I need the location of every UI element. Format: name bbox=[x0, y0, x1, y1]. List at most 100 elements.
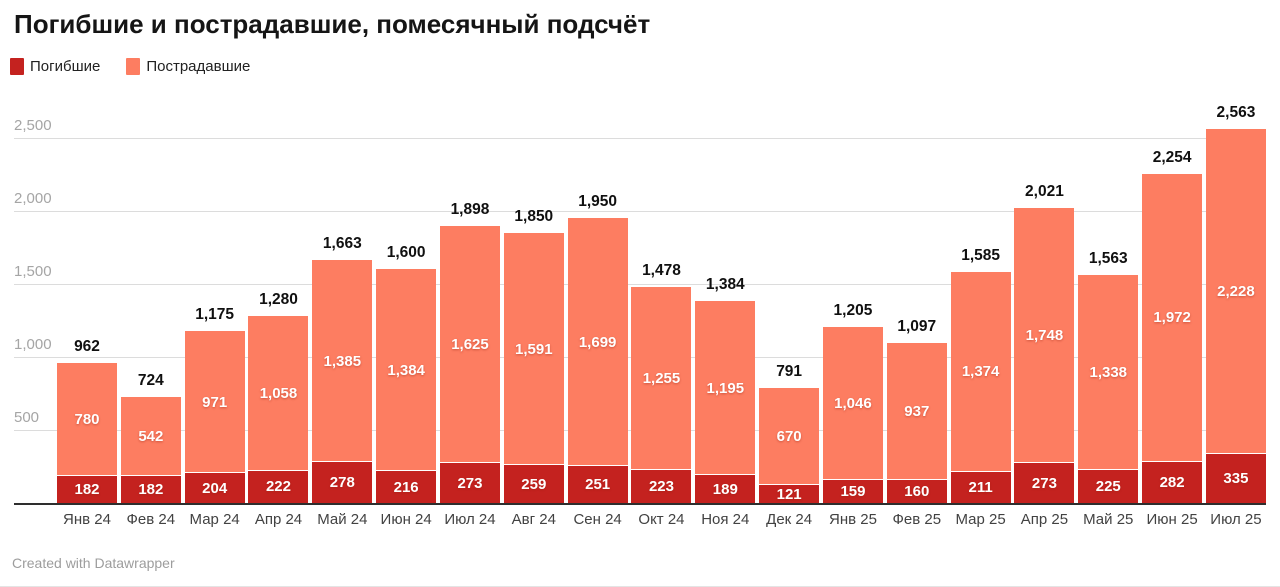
x-axis-month-label: Апр 24 bbox=[254, 511, 303, 528]
bar-segment-injured[interactable] bbox=[1078, 274, 1139, 471]
x-axis-month-label: Июн 25 bbox=[1146, 511, 1198, 528]
total-value-label: 1,280 bbox=[259, 291, 298, 309]
bar-segment-injured[interactable] bbox=[695, 300, 756, 476]
y-axis-tick-label: 2,500 bbox=[14, 117, 52, 134]
bar-segment-dead[interactable] bbox=[1014, 463, 1075, 503]
dead-value-label: 189 bbox=[712, 480, 738, 498]
injured-value-label: 1,384 bbox=[387, 361, 425, 379]
total-value-label: 2,021 bbox=[1025, 182, 1064, 200]
bar-segment-injured[interactable] bbox=[248, 316, 309, 471]
x-axis-month-label: Янв 24 bbox=[63, 511, 111, 528]
bar-segment-injured[interactable] bbox=[503, 232, 564, 466]
y-axis-tick-label: 500 bbox=[14, 409, 40, 426]
injured-value-label: 780 bbox=[74, 410, 100, 428]
total-value-label: 1,850 bbox=[514, 207, 554, 225]
dead-value-label: 259 bbox=[521, 475, 547, 493]
injured-value-label: 1,972 bbox=[1153, 309, 1191, 327]
total-value-label: 2,563 bbox=[1216, 103, 1256, 121]
bar-segment-dead[interactable] bbox=[184, 473, 245, 503]
dead-value-label: 222 bbox=[265, 478, 291, 496]
injured-value-label: 1,058 bbox=[259, 384, 298, 402]
bar-segment-injured[interactable] bbox=[57, 362, 117, 477]
bar-segment-dead[interactable] bbox=[376, 471, 437, 503]
dead-value-label: 282 bbox=[1159, 473, 1185, 491]
x-axis-month-label: Окт 24 bbox=[638, 511, 685, 528]
bar-segment-dead[interactable] bbox=[695, 475, 756, 503]
bar-segment-injured[interactable] bbox=[886, 342, 947, 480]
injured-value-label: 937 bbox=[904, 402, 930, 420]
bar-segment-injured[interactable] bbox=[1014, 207, 1075, 464]
bar-segment-dead[interactable] bbox=[759, 485, 820, 503]
x-axis-month-label: Апр 25 bbox=[1020, 511, 1069, 528]
dead-value-label: 273 bbox=[457, 474, 483, 492]
injured-value-label: 670 bbox=[776, 427, 802, 445]
bar-segment-dead[interactable] bbox=[248, 470, 309, 503]
total-value-label: 962 bbox=[74, 337, 100, 355]
bar-segment-injured[interactable] bbox=[567, 218, 628, 467]
injured-value-label: 971 bbox=[202, 393, 228, 411]
bar-segment-injured[interactable] bbox=[120, 397, 181, 477]
bar-segment-dead[interactable] bbox=[1078, 470, 1139, 503]
injured-value-label: 1,374 bbox=[961, 363, 1000, 381]
x-axis-month-label: Май 24 bbox=[317, 511, 368, 528]
bar-segment-dead[interactable] bbox=[1205, 454, 1266, 503]
injured-value-label: 1,046 bbox=[834, 394, 872, 412]
bar-segment-injured[interactable] bbox=[822, 327, 883, 480]
y-axis-tick-label: 1,000 bbox=[14, 336, 52, 353]
bar-segment-injured[interactable] bbox=[1142, 173, 1203, 462]
bar-segment-injured[interactable] bbox=[312, 260, 373, 463]
bar-segment-dead[interactable] bbox=[567, 466, 628, 503]
x-axis-line bbox=[14, 503, 1266, 505]
y-axis-tick-label: 2,000 bbox=[14, 190, 52, 207]
total-value-label: 1,175 bbox=[195, 306, 235, 324]
total-value-label: 2,254 bbox=[1152, 148, 1192, 166]
bar-segment-dead[interactable] bbox=[503, 465, 564, 503]
bar-segment-injured[interactable] bbox=[439, 225, 500, 464]
injured-value-label: 542 bbox=[138, 428, 164, 446]
total-value-label: 1,384 bbox=[705, 275, 745, 293]
bar-segment-injured[interactable] bbox=[376, 269, 437, 472]
legend-label-dead: Погибшие bbox=[30, 58, 101, 75]
total-value-label: 1,600 bbox=[386, 244, 426, 262]
x-axis-month-label: Ноя 24 bbox=[701, 511, 750, 528]
dead-value-label: 211 bbox=[968, 479, 993, 497]
x-axis-month-label: Авг 24 bbox=[511, 511, 556, 528]
legend-item-dead: Погибшие bbox=[10, 58, 100, 75]
bar-segment-dead[interactable] bbox=[57, 476, 117, 503]
dead-value-label: 335 bbox=[1223, 470, 1249, 488]
bar-segment-dead[interactable] bbox=[822, 479, 883, 503]
bar-segment-dead[interactable] bbox=[950, 472, 1011, 503]
injured-swatch-icon bbox=[126, 58, 141, 75]
bar-segment-injured[interactable] bbox=[759, 387, 820, 486]
bar-segment-injured[interactable] bbox=[184, 331, 245, 474]
x-axis-month-label: Фев 24 bbox=[126, 511, 176, 528]
bar-segment-dead[interactable] bbox=[1142, 461, 1203, 503]
legend-label-injured: Пострадавшие bbox=[146, 58, 251, 75]
bar-segment-dead[interactable] bbox=[120, 476, 181, 503]
injured-value-label: 2,228 bbox=[1217, 282, 1255, 300]
x-axis-month-label: Янв 25 bbox=[828, 511, 877, 528]
bar-segment-dead[interactable] bbox=[886, 479, 947, 503]
x-axis-month-label: Мар 25 bbox=[955, 511, 1006, 528]
total-value-label: 1,205 bbox=[833, 302, 873, 320]
bar-segment-dead[interactable] bbox=[312, 462, 373, 503]
bar-segment-dead[interactable] bbox=[439, 463, 500, 503]
total-value-label: 1,097 bbox=[897, 317, 937, 335]
legend-item-injured: Пострадавшие bbox=[126, 58, 250, 75]
bar-segment-dead[interactable] bbox=[631, 470, 692, 503]
gridline bbox=[14, 284, 1266, 285]
total-value-label: 1,950 bbox=[578, 193, 618, 211]
x-axis-month-label: Дек 24 bbox=[766, 511, 813, 528]
legend: Погибшие Пострадавшие bbox=[10, 58, 250, 75]
bar-segment-injured[interactable] bbox=[1205, 128, 1266, 455]
dead-value-label: 225 bbox=[1095, 478, 1121, 496]
total-value-label: 791 bbox=[776, 362, 803, 380]
dead-value-label: 204 bbox=[202, 479, 228, 497]
bar-segment-injured[interactable] bbox=[950, 271, 1011, 473]
x-axis-month-label: Июл 25 bbox=[1210, 511, 1262, 528]
injured-value-label: 1,625 bbox=[451, 336, 489, 354]
gridline bbox=[14, 138, 1266, 139]
dead-value-label: 160 bbox=[904, 482, 930, 500]
bar-segment-injured[interactable] bbox=[631, 287, 692, 471]
injured-value-label: 1,699 bbox=[578, 333, 617, 351]
